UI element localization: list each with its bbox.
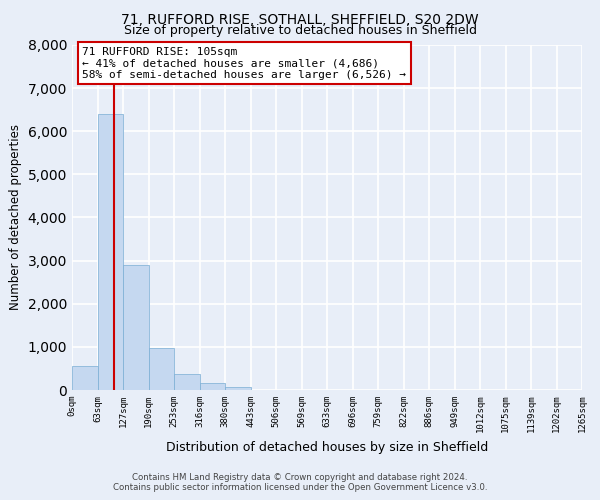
Bar: [225, 387, 251, 390]
Bar: [149, 348, 174, 390]
Bar: [97, 114, 123, 390]
X-axis label: Distribution of detached houses by size in Sheffield: Distribution of detached houses by size …: [166, 441, 488, 454]
Text: 71 RUFFORD RISE: 105sqm
← 41% of detached houses are smaller (4,686)
58% of semi: 71 RUFFORD RISE: 105sqm ← 41% of detache…: [82, 46, 406, 80]
Bar: [199, 384, 225, 390]
Bar: [72, 366, 97, 390]
Y-axis label: Number of detached properties: Number of detached properties: [9, 124, 22, 310]
Text: 71, RUFFORD RISE, SOTHALL, SHEFFIELD, S20 2DW: 71, RUFFORD RISE, SOTHALL, SHEFFIELD, S2…: [121, 12, 479, 26]
Text: Size of property relative to detached houses in Sheffield: Size of property relative to detached ho…: [124, 24, 476, 37]
Bar: [174, 374, 199, 390]
Text: Contains HM Land Registry data © Crown copyright and database right 2024.
Contai: Contains HM Land Registry data © Crown c…: [113, 473, 487, 492]
Bar: [123, 265, 149, 390]
